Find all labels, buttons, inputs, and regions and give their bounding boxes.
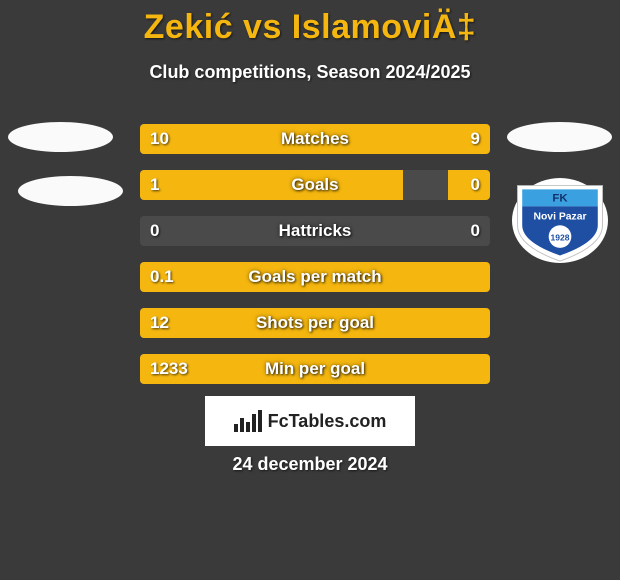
page-title: Zekić vs IslamoviÄ‡ <box>0 8 620 47</box>
badge-year: 1928 <box>551 232 570 242</box>
player-right-avatar <box>507 122 612 152</box>
stat-value-left: 0.1 <box>140 262 184 292</box>
stat-bar: Matches10 9 <box>140 124 490 154</box>
brand-chart-icon <box>234 410 262 432</box>
stat-label: Goals per match <box>140 262 490 292</box>
page-subtitle: Club competitions, Season 2024/2025 <box>0 62 620 83</box>
stat-bar: Shots per goal12 <box>140 308 490 338</box>
badge-text-bottom: Novi Pazar <box>533 212 586 223</box>
stat-bar: Hattricks0 0 <box>140 216 490 246</box>
stat-label: Hattricks <box>140 216 490 246</box>
brand-banner: FcTables.com <box>205 396 415 446</box>
badge-text-top: FK <box>552 193 568 205</box>
stat-value-right: 0 <box>461 216 490 246</box>
stat-label: Goals <box>140 170 490 200</box>
stat-value-left: 0 <box>140 216 169 246</box>
footer-date: 24 december 2024 <box>0 454 620 475</box>
stat-bar: Goals per match0.1 <box>140 262 490 292</box>
comparison-infographic: Zekić vs IslamoviÄ‡ Club competitions, S… <box>0 0 620 580</box>
stat-bar: Min per goal1233 <box>140 354 490 384</box>
player-left-club-avatar <box>18 176 123 206</box>
stat-value-right: 9 <box>461 124 490 154</box>
stat-bar: Goals1 0 <box>140 170 490 200</box>
stat-label: Shots per goal <box>140 308 490 338</box>
stat-label: Matches <box>140 124 490 154</box>
stat-value-left: 1 <box>140 170 169 200</box>
brand-text: FcTables.com <box>268 411 387 432</box>
player-right-club-badge: FK Novi Pazar 1928 <box>512 178 608 263</box>
stat-value-left: 10 <box>140 124 179 154</box>
player-left-avatar <box>8 122 113 152</box>
stat-value-left: 1233 <box>140 354 198 384</box>
stat-value-right: 0 <box>461 170 490 200</box>
stat-value-left: 12 <box>140 308 179 338</box>
